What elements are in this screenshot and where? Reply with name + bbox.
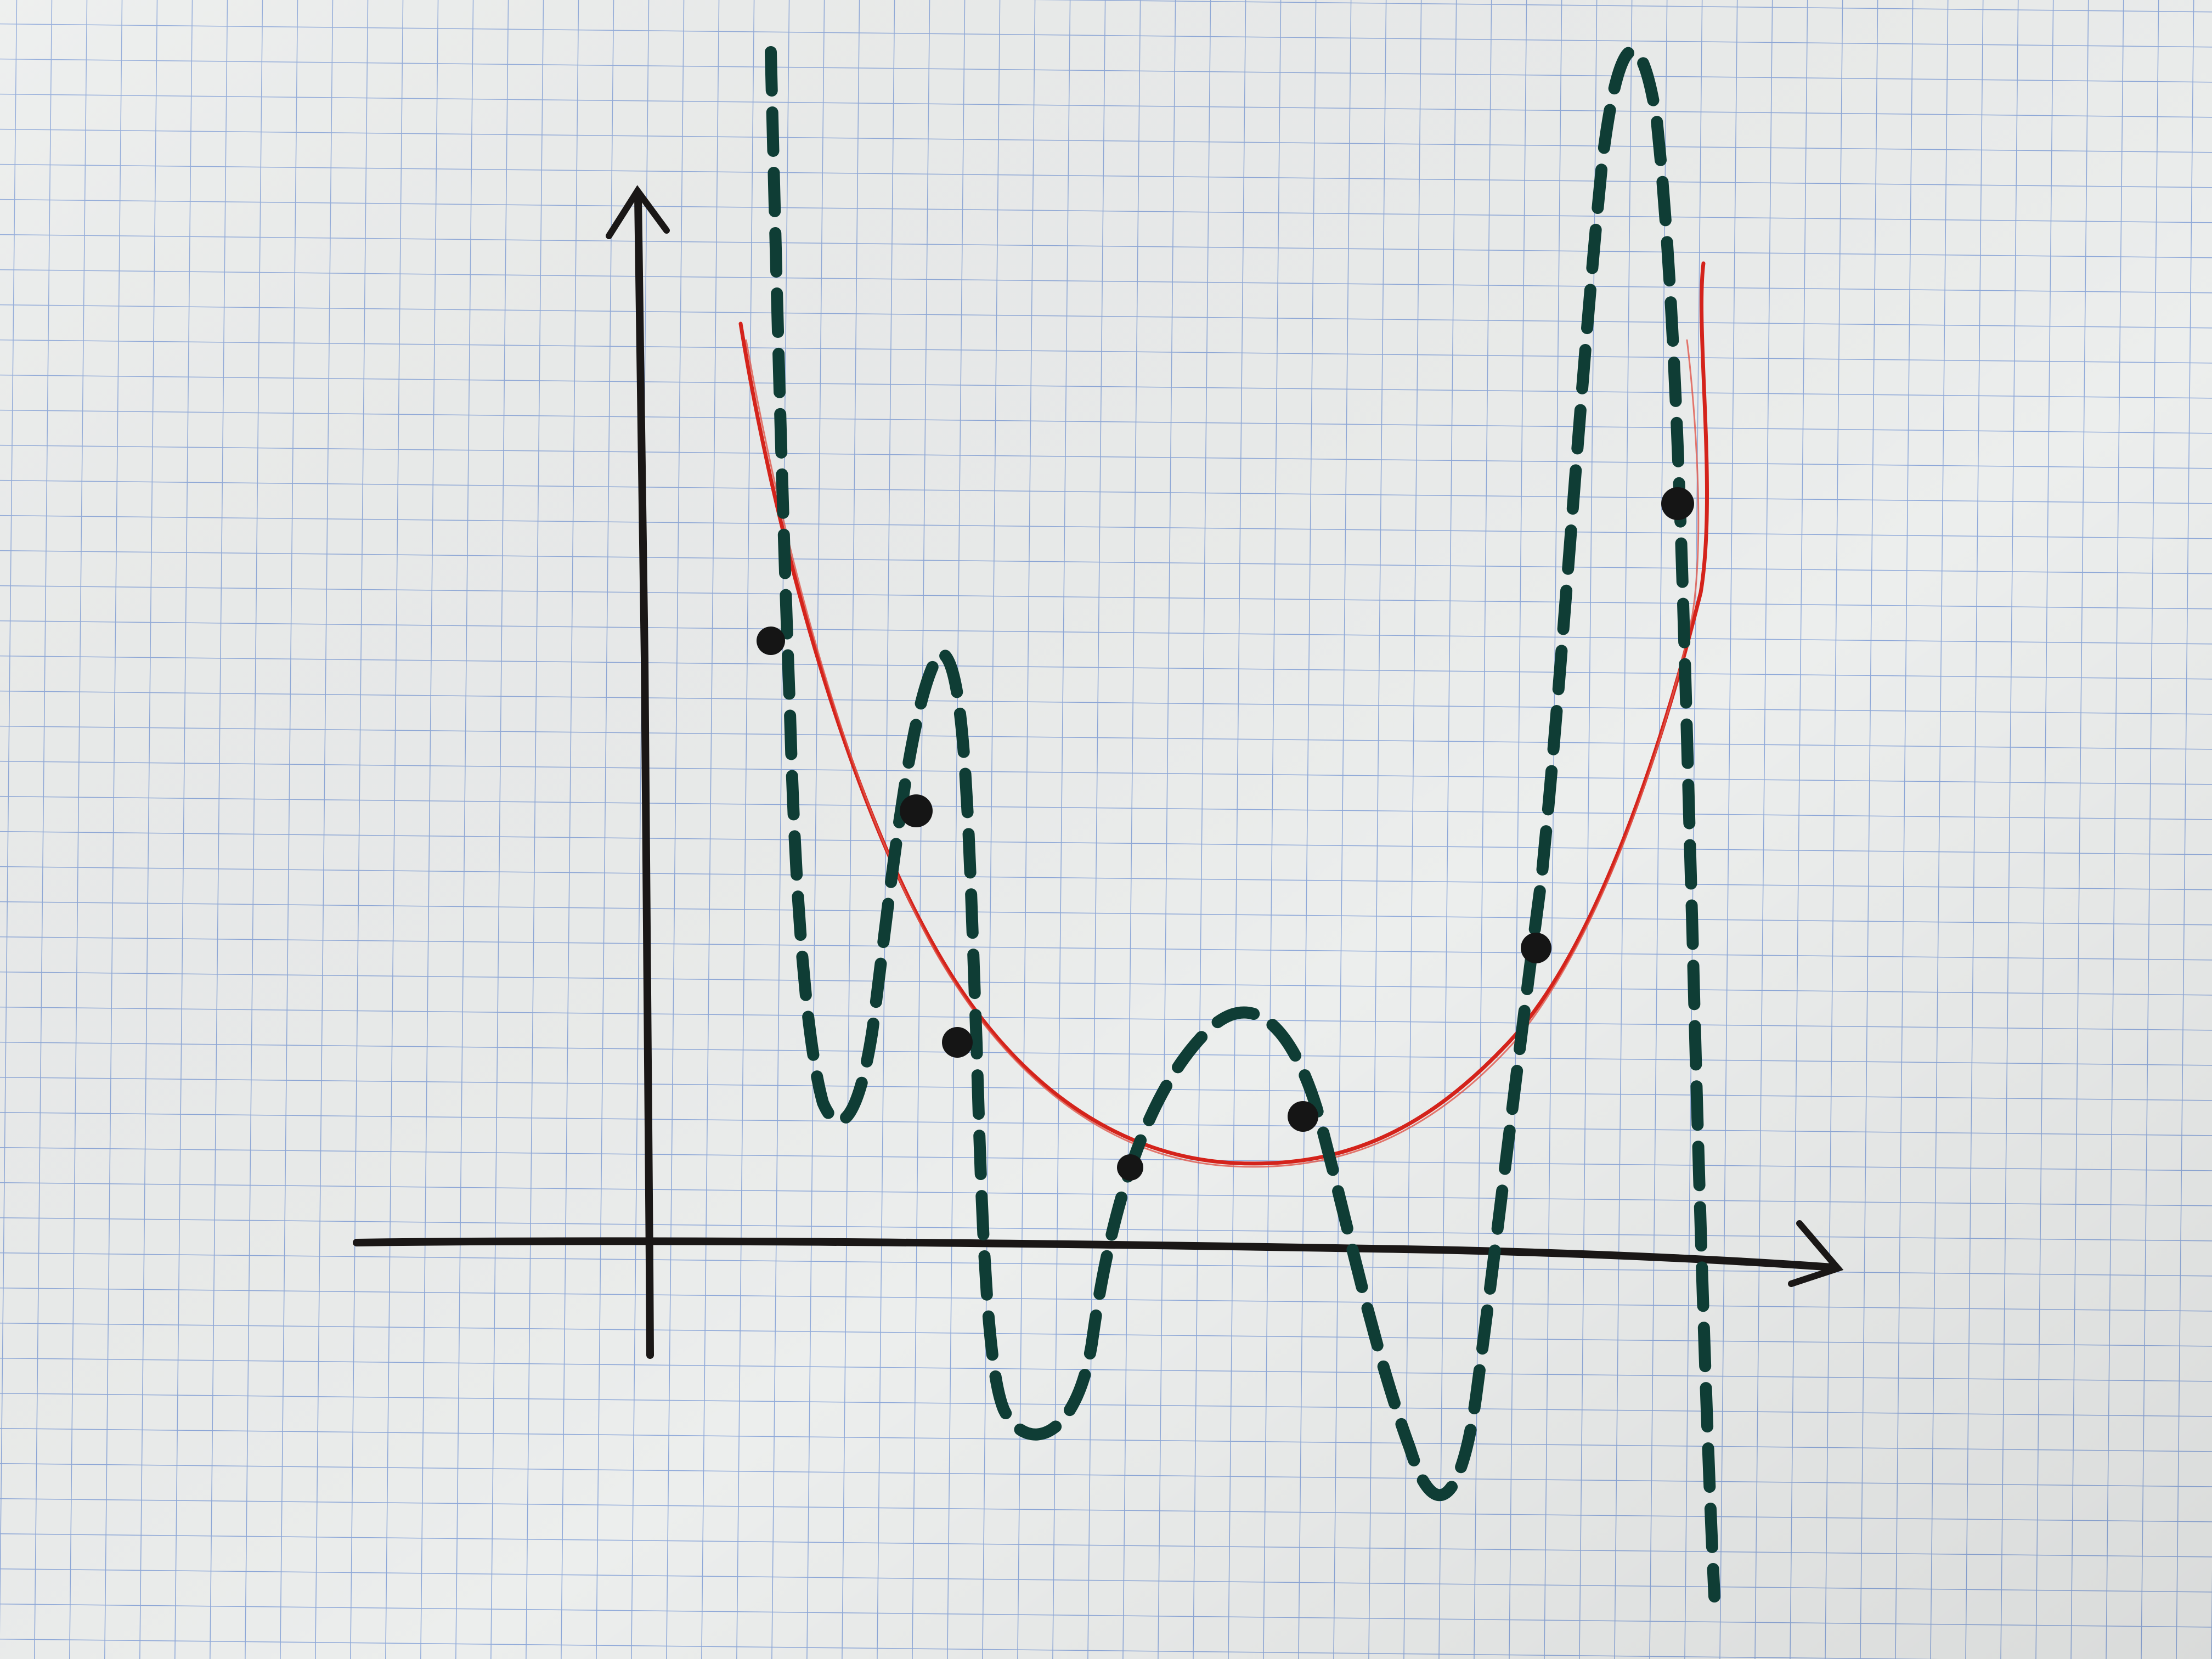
red-fit-curve	[738, 261, 1709, 1166]
arrow-up-icon	[606, 185, 670, 239]
data-point	[900, 794, 933, 827]
arrow-right-icon	[1788, 1220, 1844, 1287]
data-point	[942, 1027, 973, 1058]
x-axis	[353, 1237, 1836, 1271]
data-point	[1661, 487, 1694, 520]
data-point	[1521, 933, 1551, 963]
data-point	[1288, 1101, 1318, 1132]
data-points	[757, 487, 1694, 1181]
dashed-oscillation-curve	[765, 45, 1720, 1602]
y-axis	[634, 194, 654, 1359]
axes	[353, 185, 1844, 1359]
data-point	[757, 627, 785, 655]
data-point	[1117, 1154, 1143, 1181]
